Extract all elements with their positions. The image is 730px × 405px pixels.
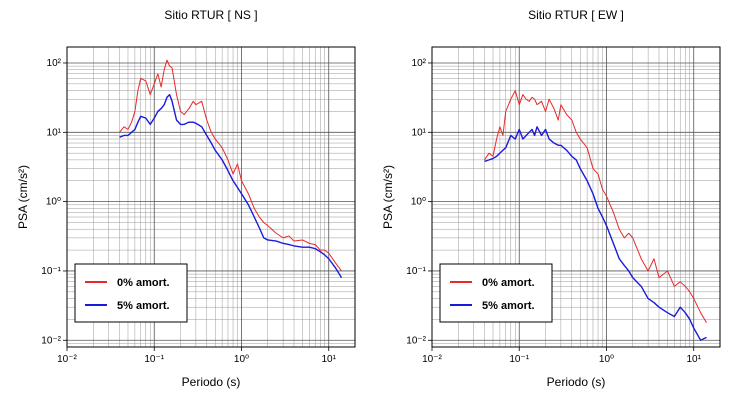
x-tick-label: 10⁰: [599, 354, 614, 365]
series-line: [119, 93, 343, 279]
x-tick-label: 10⁻²: [57, 354, 77, 365]
y-tick-label: 10⁻¹: [406, 266, 426, 277]
plot-frame: [66, 46, 356, 348]
x-axis-label: Periodo (s): [547, 375, 606, 389]
plot-frame: [431, 46, 721, 348]
y-tick-label: 10²: [47, 58, 62, 69]
y-tick-label: 10⁻¹: [41, 266, 61, 277]
legend-box: [439, 263, 553, 323]
x-tick-label: 10⁻²: [422, 354, 442, 365]
chart-title: Sitio RTUR [ NS ]: [164, 8, 257, 22]
chart: Sitio RTUR [ NS ] Periodo (s) PSA (cm/s²) 1…: [16, 8, 356, 389]
x-tick-label: 10¹: [687, 354, 702, 365]
x-tick-label: 10⁰: [234, 354, 249, 365]
legend-label: 0% amort.: [117, 277, 170, 289]
legend-box: [74, 263, 188, 323]
y-axis-label: PSA (cm/s²): [16, 165, 30, 229]
y-tick-label: 10⁻²: [406, 335, 426, 346]
legend-label: 5% amort.: [117, 300, 170, 312]
y-axis-label: PSA (cm/s²): [381, 165, 395, 229]
legend-label: 5% amort.: [482, 300, 535, 312]
legend: 0% amort. 5% amort.: [439, 263, 553, 323]
x-tick-label: 10¹: [322, 354, 337, 365]
chart-title: Sitio RTUR [ EW ]: [528, 8, 624, 22]
y-tick-label: 10²: [412, 58, 427, 69]
y-tick-label: 10⁻²: [41, 335, 61, 346]
y-tick-label: 10⁰: [46, 197, 61, 208]
x-tick-label: 10⁻¹: [509, 354, 529, 365]
series-line: [119, 59, 342, 272]
y-tick-label: 10¹: [412, 127, 427, 138]
y-tick-label: 10¹: [47, 127, 62, 138]
x-tick-label: 10⁻¹: [144, 354, 164, 365]
series-line: [484, 126, 707, 341]
chart: Sitio RTUR [ EW ] Periodo (s) PSA (cm/s²) 1…: [381, 8, 721, 389]
legend-label: 0% amort.: [482, 277, 535, 289]
x-axis-label: Periodo (s): [182, 375, 241, 389]
series-line: [484, 90, 707, 323]
legend: 0% amort. 5% amort.: [74, 263, 188, 323]
y-tick-label: 10⁰: [411, 197, 426, 208]
